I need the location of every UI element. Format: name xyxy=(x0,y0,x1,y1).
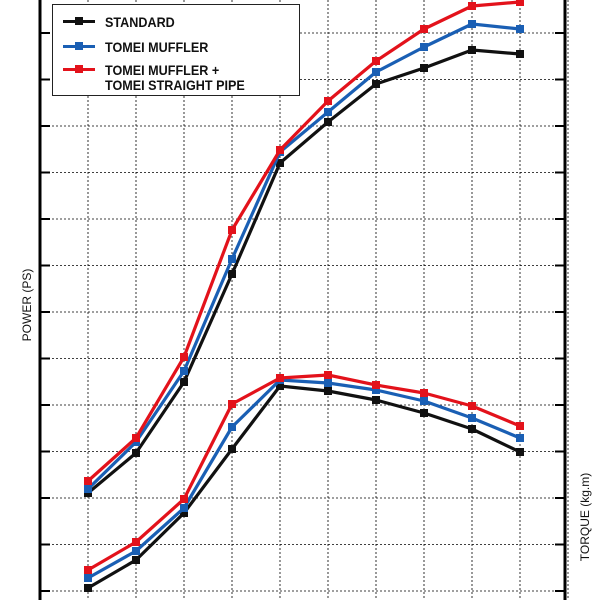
point-standard-power-8 xyxy=(420,64,428,72)
series-line-tomei-muffler-torque xyxy=(87,378,521,580)
point-standard-power-7 xyxy=(372,80,380,88)
point-tomei-muffler-tomei-straight-pipe-power-8 xyxy=(420,25,428,33)
legend-label-standard: STANDARD xyxy=(105,14,175,30)
legend-label-straight-pipe: TOMEI STRAIGHT PIPE xyxy=(105,77,245,93)
point-tomei-muffler-power-6 xyxy=(324,108,332,116)
series-line-standard-power xyxy=(86,48,521,495)
point-tomei-muffler-tomei-straight-pipe-power-10 xyxy=(516,0,524,6)
point-standard-power-6 xyxy=(324,118,332,126)
point-tomei-muffler-torque-9 xyxy=(468,414,476,422)
point-tomei-muffler-tomei-straight-pipe-power-3 xyxy=(180,353,188,361)
point-standard-torque-7 xyxy=(372,396,380,404)
series-line-tomei-muffler-tomei-straight-pipe-power xyxy=(86,0,521,483)
point-tomei-muffler-power-4 xyxy=(228,255,236,263)
point-standard-power-2 xyxy=(132,449,140,457)
point-tomei-muffler-torque-4 xyxy=(228,423,236,431)
legend: STANDARD TOMEI MUFFLER TOMEI MUFFLER + T… xyxy=(52,4,300,96)
point-standard-power-10 xyxy=(516,50,524,58)
legend-swatch-tomei-muffler xyxy=(63,40,95,52)
point-tomei-muffler-power-9 xyxy=(468,20,476,28)
legend-label-tomei-muffler: TOMEI MUFFLER xyxy=(105,39,209,55)
series-line-standard-torque xyxy=(87,384,521,590)
legend-swatch-standard xyxy=(63,15,95,27)
point-tomei-muffler-torque-10 xyxy=(516,434,524,442)
legend-label-group: TOMEI MUFFLER + TOMEI STRAIGHT PIPE xyxy=(105,63,260,93)
point-standard-power-4 xyxy=(228,270,236,278)
legend-swatch-tomei-muffler-straight-pipe xyxy=(63,63,95,75)
point-tomei-muffler-tomei-straight-pipe-torque-8 xyxy=(420,389,428,397)
point-standard-torque-2 xyxy=(132,556,140,564)
legend-label-tomei-muffler-plus: TOMEI MUFFLER + xyxy=(105,62,220,78)
point-standard-torque-6 xyxy=(324,387,332,395)
legend-entry-tomei-muffler-straight-pipe: TOMEI MUFFLER + TOMEI STRAIGHT PIPE xyxy=(63,63,260,93)
point-tomei-muffler-tomei-straight-pipe-torque-9 xyxy=(468,402,476,410)
point-tomei-muffler-tomei-straight-pipe-power-4 xyxy=(228,226,236,234)
point-standard-torque-3 xyxy=(180,509,188,517)
point-standard-torque-10 xyxy=(516,448,524,456)
point-tomei-muffler-tomei-straight-pipe-power-5 xyxy=(276,146,284,154)
point-standard-torque-1 xyxy=(84,584,92,592)
point-tomei-muffler-power-1 xyxy=(84,485,92,493)
legend-entry-standard: STANDARD xyxy=(63,15,183,30)
point-tomei-muffler-torque-8 xyxy=(420,397,428,405)
point-tomei-muffler-tomei-straight-pipe-power-1 xyxy=(84,477,92,485)
y-axis-label-torque: TORQUE (kg.m) xyxy=(578,472,592,562)
point-tomei-muffler-tomei-straight-pipe-torque-6 xyxy=(324,371,332,379)
point-tomei-muffler-tomei-straight-pipe-torque-7 xyxy=(372,381,380,389)
point-tomei-muffler-tomei-straight-pipe-power-6 xyxy=(324,97,332,105)
point-standard-torque-9 xyxy=(468,425,476,433)
point-tomei-muffler-power-8 xyxy=(420,43,428,51)
point-tomei-muffler-torque-1 xyxy=(84,574,92,582)
point-tomei-muffler-tomei-straight-pipe-torque-2 xyxy=(132,538,140,546)
series-line-tomei-muffler-power xyxy=(86,22,521,491)
point-standard-torque-5 xyxy=(276,382,284,390)
point-tomei-muffler-torque-7 xyxy=(372,386,380,394)
point-standard-power-3 xyxy=(180,378,188,386)
point-tomei-muffler-tomei-straight-pipe-torque-10 xyxy=(516,422,524,430)
point-tomei-muffler-tomei-straight-pipe-power-9 xyxy=(468,2,476,10)
point-tomei-muffler-torque-3 xyxy=(180,504,188,512)
point-tomei-muffler-tomei-straight-pipe-power-7 xyxy=(372,57,380,65)
point-tomei-muffler-torque-2 xyxy=(132,547,140,555)
series-line-tomei-muffler-tomei-straight-pipe-torque xyxy=(87,373,521,572)
point-tomei-muffler-power-10 xyxy=(516,25,524,33)
point-tomei-muffler-tomei-straight-pipe-torque-5 xyxy=(276,374,284,382)
point-standard-power-9 xyxy=(468,46,476,54)
point-tomei-muffler-tomei-straight-pipe-torque-4 xyxy=(228,400,236,408)
point-standard-power-5 xyxy=(276,159,284,167)
point-tomei-muffler-torque-6 xyxy=(324,379,332,387)
point-tomei-muffler-power-7 xyxy=(372,68,380,76)
legend-entry-tomei-muffler: TOMEI MUFFLER xyxy=(63,40,220,55)
point-standard-torque-4 xyxy=(228,445,236,453)
point-tomei-muffler-tomei-straight-pipe-torque-1 xyxy=(84,566,92,574)
point-tomei-muffler-tomei-straight-pipe-torque-3 xyxy=(180,495,188,503)
point-tomei-muffler-power-3 xyxy=(180,367,188,375)
point-standard-torque-8 xyxy=(420,409,428,417)
point-tomei-muffler-tomei-straight-pipe-power-2 xyxy=(132,434,140,442)
y-axis-label-power: POWER (PS) xyxy=(20,268,34,342)
